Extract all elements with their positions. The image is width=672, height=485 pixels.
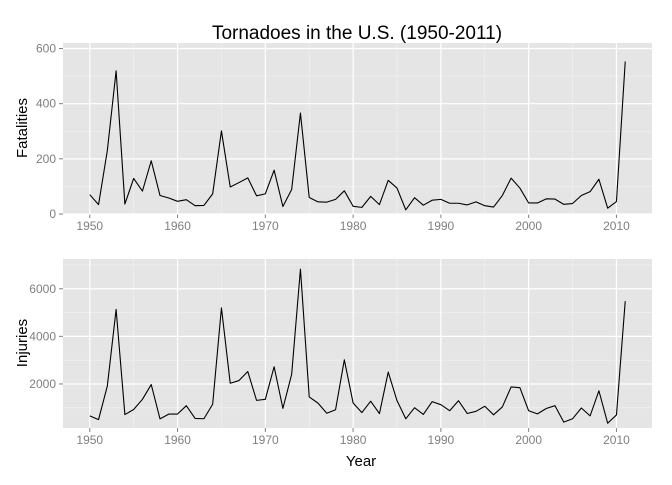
x-tick-label: 1990: [428, 219, 455, 233]
x-tick-label: 1960: [164, 433, 191, 447]
chart-title: Tornadoes in the U.S. (1950-2011): [212, 23, 502, 44]
x-tick-label: 1970: [252, 433, 279, 447]
y-tick-label: 600: [36, 42, 56, 56]
fatalities-panel: 1950 1960 1970 1980 1990 2000 2010 0 200 400 600 Fa…: [14, 42, 652, 233]
x-tick-label: 2000: [515, 219, 542, 233]
y-tick-label: 2000: [29, 377, 56, 391]
x-tick-label: 2010: [603, 433, 630, 447]
x-tick-label: 2000: [515, 433, 542, 447]
y-tick-label: 400: [36, 97, 56, 111]
y-tick-label: 0: [49, 207, 56, 221]
y-tick-label: 4000: [29, 329, 56, 343]
injuries-panel: 1950 1960 1970 1980 1990 2000 2010 2000 4000 6000…: [14, 259, 652, 447]
x-tick-label: 2010: [603, 219, 630, 233]
x-tick-label: 1950: [76, 433, 103, 447]
plot-background: [63, 43, 652, 214]
y-axis-title: Fatalities: [14, 98, 31, 158]
x-tick-label: 1980: [340, 433, 367, 447]
fatalities-series-line: [89, 61, 626, 211]
plot-background: [63, 259, 652, 428]
x-tick-label: 1960: [164, 219, 191, 233]
y-tick-label: 6000: [29, 282, 56, 296]
y-tick-label: 200: [36, 152, 56, 166]
injuries-series-line: [89, 268, 626, 424]
x-tick-label: 1990: [428, 433, 455, 447]
x-tick-label: 1970: [252, 219, 279, 233]
x-tick-label: 1950: [76, 219, 103, 233]
y-axis-title: Injuries: [14, 319, 31, 367]
x-tick-label: 1980: [340, 219, 367, 233]
x-axis-title: Year: [346, 453, 376, 470]
